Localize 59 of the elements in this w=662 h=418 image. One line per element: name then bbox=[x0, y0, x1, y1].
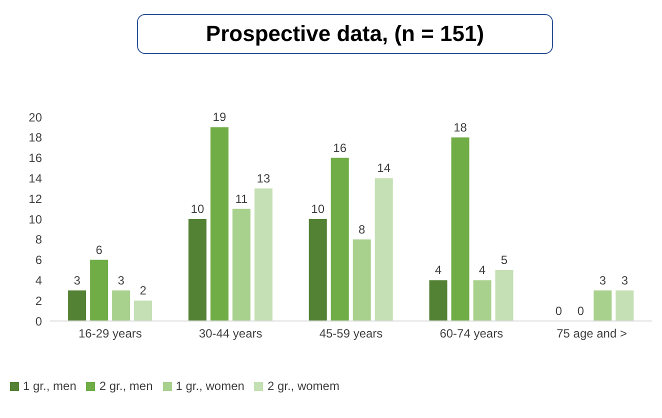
x-tick-label: 60-74 years bbox=[440, 326, 504, 341]
data-label: 4 bbox=[434, 263, 442, 278]
data-label: 3 bbox=[599, 273, 606, 288]
data-label: 6 bbox=[96, 242, 103, 257]
x-tick-label: 75 age and > bbox=[556, 326, 628, 341]
data-label: 0 bbox=[555, 304, 562, 318]
bar bbox=[210, 127, 228, 321]
y-tick-label: 10 bbox=[28, 212, 42, 226]
y-tick-label: 4 bbox=[35, 273, 42, 288]
bar bbox=[616, 290, 634, 321]
y-tick-label: 12 bbox=[28, 192, 42, 206]
bar bbox=[68, 290, 86, 321]
bar bbox=[594, 290, 612, 321]
bar bbox=[330, 158, 349, 321]
data-label: 4 bbox=[478, 263, 486, 278]
data-label: 13 bbox=[256, 171, 270, 186]
data-label: 14 bbox=[377, 161, 391, 176]
chart-title: Prospective data, (n = 151) bbox=[137, 14, 553, 54]
bar bbox=[232, 208, 250, 321]
data-label: 5 bbox=[500, 253, 508, 267]
legend-label: 1 gr., men bbox=[23, 379, 76, 393]
bar bbox=[90, 260, 108, 321]
bar bbox=[352, 239, 371, 321]
data-label: 3 bbox=[74, 273, 81, 288]
bar bbox=[308, 219, 327, 321]
data-label: 10 bbox=[190, 202, 204, 216]
data-label: 19 bbox=[212, 110, 226, 124]
legend-label: 2 gr., womem bbox=[267, 379, 340, 393]
data-label: 3 bbox=[118, 273, 125, 288]
legend-label: 1 gr., women bbox=[176, 379, 244, 393]
bar bbox=[374, 178, 393, 321]
bar bbox=[112, 290, 130, 321]
x-tick-label: 16-29 years bbox=[78, 326, 142, 341]
bar bbox=[495, 270, 514, 321]
y-tick-label: 14 bbox=[28, 171, 42, 186]
y-tick-label: 8 bbox=[35, 232, 42, 247]
y-tick-label: 2 bbox=[35, 294, 42, 308]
y-tick-label: 16 bbox=[28, 151, 42, 166]
legend-label: 2 gr., men bbox=[99, 379, 153, 393]
data-label: 0 bbox=[577, 304, 584, 318]
y-tick-label: 0 bbox=[35, 314, 42, 328]
data-label: 3 bbox=[621, 273, 628, 288]
bar bbox=[451, 137, 470, 321]
data-label: 18 bbox=[454, 120, 468, 134]
bar bbox=[429, 280, 448, 321]
data-label: 11 bbox=[235, 192, 248, 206]
data-label: 10 bbox=[311, 202, 325, 216]
bar bbox=[134, 300, 152, 321]
data-label: 2 bbox=[140, 284, 147, 298]
bar bbox=[254, 188, 272, 321]
x-tick-label: 30-44 years bbox=[198, 326, 262, 341]
x-tick-label: 45-59 years bbox=[319, 326, 383, 341]
bar bbox=[473, 280, 492, 321]
data-label: 8 bbox=[358, 222, 366, 236]
y-tick-label: 6 bbox=[35, 253, 42, 268]
y-tick-label: 18 bbox=[28, 130, 42, 145]
bar bbox=[188, 219, 206, 321]
data-label: 16 bbox=[333, 140, 347, 155]
y-tick-label: 20 bbox=[28, 110, 42, 124]
